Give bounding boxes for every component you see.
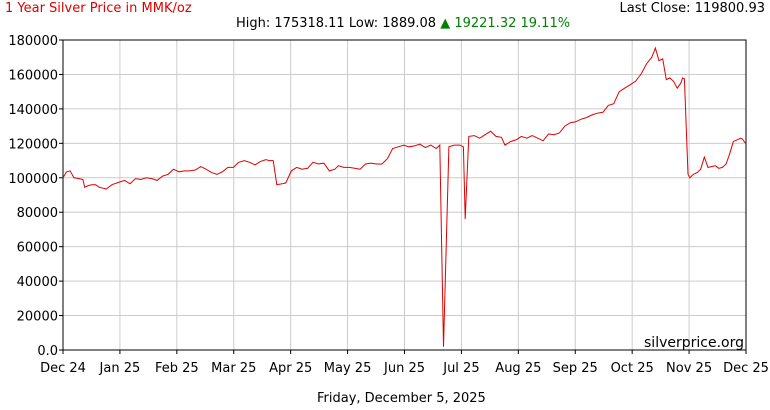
chart-grid bbox=[62, 39, 747, 351]
y-tick-label: 160000 bbox=[8, 68, 58, 83]
x-axis-ticks: Dec 24 Jan 25 Feb 25 Mar 25 Apr 25 May 25 Jun … bbox=[40, 350, 769, 376]
x-tick-label: Oct 25 bbox=[611, 361, 654, 376]
last-close-label: Last Close: bbox=[619, 1, 691, 16]
y-axis-ticks: 0.0 20000 40000 60000 80000 100000 120000 14000… bbox=[8, 34, 63, 359]
y-tick-label: 60000 bbox=[17, 241, 58, 256]
x-tick-label: Sep 25 bbox=[553, 361, 598, 376]
chart-date: Friday, December 5, 2025 bbox=[317, 391, 486, 406]
change-percent: 19.11% bbox=[520, 16, 571, 31]
y-tick-label: 120000 bbox=[8, 137, 58, 152]
y-tick-label: 80000 bbox=[17, 206, 58, 221]
last-close-readout: Last Close: 119800.93 bbox=[620, 1, 765, 16]
y-tick-label: 40000 bbox=[17, 275, 58, 290]
x-tick-label: Apr 25 bbox=[269, 361, 312, 376]
watermark: silverprice.org bbox=[644, 335, 744, 351]
high-low-readout: High: 175318.11 Low: 1889.08 ▲ 19221.32 … bbox=[236, 16, 570, 31]
change-arrow-icon: ▲ bbox=[440, 16, 451, 31]
y-tick-label: 100000 bbox=[8, 172, 58, 187]
x-tick-label: Jun 25 bbox=[383, 361, 425, 376]
series-line-price bbox=[62, 46, 747, 347]
x-tick-label: Jan 25 bbox=[99, 361, 141, 376]
y-tick-label: 0.0 bbox=[37, 344, 58, 359]
low-value: 1889.08 bbox=[382, 16, 437, 31]
plot-border bbox=[62, 39, 747, 351]
last-close-value: 119800.93 bbox=[694, 1, 765, 16]
y-tick-label: 20000 bbox=[17, 310, 58, 325]
x-tick-label: Aug 25 bbox=[495, 361, 541, 376]
y-tick-label: 180000 bbox=[8, 34, 58, 49]
x-tick-label: Dec 25 bbox=[723, 361, 769, 376]
low-label: Low: bbox=[348, 16, 379, 31]
x-tick-label: Nov 25 bbox=[666, 361, 712, 376]
x-tick-label: May 25 bbox=[324, 361, 372, 376]
high-value: 175318.11 bbox=[274, 16, 345, 31]
x-tick-label: Feb 25 bbox=[155, 361, 199, 376]
x-tick-label: Jul 25 bbox=[442, 361, 479, 376]
change-value: 19221.32 bbox=[454, 16, 517, 31]
y-tick-label: 140000 bbox=[8, 103, 58, 118]
x-tick-label: Dec 24 bbox=[40, 361, 86, 376]
x-tick-label: Mar 25 bbox=[211, 361, 256, 376]
high-label: High: bbox=[236, 16, 271, 31]
chart-title: 1 Year Silver Price in MMK/oz bbox=[5, 1, 192, 16]
